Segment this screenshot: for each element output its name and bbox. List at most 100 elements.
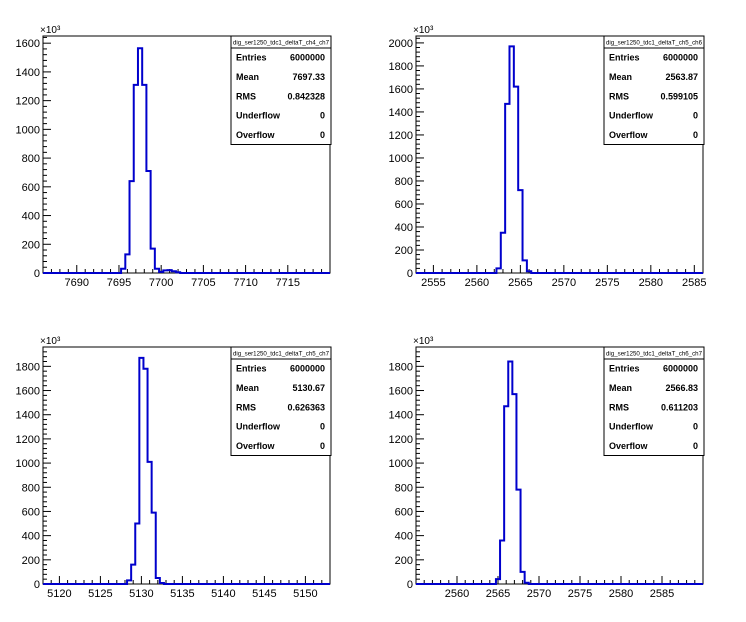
y-multiplier-label: ×10³ — [40, 25, 61, 36]
x-tick-label: 5150 — [293, 588, 317, 600]
stats-box: dig_ser1250_tdc1_deltaT_ch6_ch7 Entries 60… — [603, 346, 705, 456]
x-tick-label: 2560 — [445, 588, 469, 600]
y-tick-label: 1400 — [16, 67, 40, 79]
stats-label: Overflow — [609, 441, 649, 451]
x-axis: 5120 5125 5130 5135 5140 5145 5150 — [42, 576, 331, 600]
y-tick-label: 1400 — [16, 410, 40, 422]
y-tick-label: 0 — [34, 268, 40, 280]
stats-label: Entries — [609, 364, 640, 374]
histogram-series — [416, 360, 703, 585]
y-tick-label: 1000 — [16, 458, 40, 470]
stats-value: 0 — [693, 130, 698, 140]
stats-label: Overflow — [236, 130, 276, 140]
y-tick-label: 200 — [22, 239, 40, 251]
stats-value: 2563.87 — [665, 72, 698, 82]
histogram-outline — [43, 47, 330, 274]
stats-label: RMS — [609, 402, 629, 412]
stats-box-frame — [230, 346, 332, 456]
stats-label: Entries — [609, 53, 640, 63]
x-tick-label: 2580 — [639, 277, 663, 289]
x-tick-label: 5145 — [252, 588, 276, 600]
stats-label: RMS — [609, 91, 629, 101]
x-tick-label: 5125 — [88, 588, 112, 600]
stats-value: 0.599105 — [660, 91, 698, 101]
histogram-title: dig_ser1250_tdc1_deltaT_ch6_ch7 — [606, 352, 703, 358]
stats-label: RMS — [236, 91, 256, 101]
x-tick-label: 7705 — [191, 277, 215, 289]
x-tick-label: 2575 — [595, 277, 619, 289]
y-axis: 0 200 400 600 800 1000 1200 1400 1600 — [16, 36, 51, 280]
y-tick-label: 600 — [395, 199, 413, 211]
stats-label: Underflow — [236, 422, 281, 432]
stats-box: dig_ser1250_tdc1_deltaT_ch5_ch6 Entries 60… — [603, 35, 705, 145]
y-tick-label: 1200 — [389, 434, 413, 446]
y-tick-label: 600 — [395, 506, 413, 518]
x-tick-label: 5130 — [129, 588, 153, 600]
histogram-outline — [43, 356, 330, 585]
y-tick-label: 1200 — [16, 434, 40, 446]
stats-value: 0 — [693, 111, 698, 121]
y-tick-label: 600 — [22, 506, 40, 518]
stats-value: 6000000 — [290, 53, 325, 63]
stats-label: Overflow — [609, 130, 649, 140]
x-tick-label: 2565 — [486, 588, 510, 600]
stats-value: 0 — [320, 422, 325, 432]
stats-label: Underflow — [609, 111, 654, 121]
stats-value: 0.626363 — [287, 402, 325, 412]
y-tick-label: 400 — [395, 531, 413, 543]
y-tick-label: 600 — [22, 182, 40, 194]
y-tick-label: 800 — [395, 176, 413, 188]
y-tick-label: 800 — [22, 153, 40, 165]
x-tick-label: 2570 — [527, 588, 551, 600]
y-tick-label: 1600 — [389, 386, 413, 398]
x-tick-label: 5140 — [211, 588, 235, 600]
stats-value: 0.611203 — [661, 402, 698, 412]
x-tick-label: 2565 — [508, 277, 532, 289]
stats-label: Underflow — [236, 111, 281, 121]
y-multiplier-label: ×10³ — [413, 336, 434, 347]
stats-value: 0 — [320, 441, 325, 451]
y-axis: 0 200 400 600 800 1000 1200 1400 1600 1800 2000 — [389, 37, 424, 280]
stats-label: Entries — [236, 53, 267, 63]
x-tick-label: 5135 — [170, 588, 194, 600]
x-tick-label: 7690 — [65, 277, 89, 289]
y-axis: 0 200 400 600 800 1000 1200 1400 1600 1800 — [16, 346, 51, 591]
y-tick-label: 0 — [34, 579, 40, 591]
x-tick-label: 2570 — [552, 277, 576, 289]
y-tick-label: 2000 — [389, 38, 413, 50]
x-tick-label: 2560 — [465, 277, 489, 289]
stats-box-frame — [603, 35, 705, 145]
x-tick-label: 2555 — [421, 277, 445, 289]
x-axis: 2560 2565 2570 2575 2580 2585 — [415, 576, 704, 600]
stats-value: 0 — [693, 441, 698, 451]
y-tick-label: 1600 — [16, 38, 40, 50]
histogram-series — [416, 45, 703, 274]
histogram-pad-2: 0 200 400 600 800 1000 1200 1400 1600 1800 2000×10… — [389, 25, 707, 289]
y-tick-label: 1800 — [389, 361, 413, 373]
stats-label: Mean — [609, 72, 632, 82]
y-tick-label: 1800 — [389, 61, 413, 73]
x-tick-label: 2585 — [650, 588, 674, 600]
y-multiplier-label: ×10³ — [40, 336, 61, 347]
stats-label: Mean — [609, 383, 632, 393]
x-tick-label: 7715 — [276, 277, 300, 289]
y-tick-label: 1600 — [389, 84, 413, 96]
histogram-title: dig_ser1250_tdc1_deltaT_ch5_ch7 — [233, 352, 330, 358]
histogram-series — [43, 356, 330, 585]
x-tick-label: 5120 — [47, 588, 71, 600]
histogram-pad-3: 0 200 400 600 800 1000 1200 1400 1600 1800 ×10³ 512… — [16, 336, 332, 600]
histogram-outline — [416, 360, 703, 585]
stats-label: Mean — [236, 383, 259, 393]
x-axis: 2555 2560 2565 2570 2575 2580 2585 — [415, 265, 707, 289]
x-tick-label: 2575 — [568, 588, 592, 600]
y-multiplier-label: ×10³ — [413, 25, 434, 36]
y-tick-label: 400 — [22, 531, 40, 543]
histogram-pad-4: 0 200 400 600 800 1000 1200 1400 1600 1800 ×10³ 256… — [389, 336, 705, 600]
stats-value: 2566.83 — [665, 383, 698, 393]
x-tick-label: 7695 — [107, 277, 131, 289]
stats-box-frame — [603, 346, 705, 456]
y-tick-label: 0 — [407, 579, 413, 591]
stats-label: Underflow — [609, 422, 654, 432]
y-tick-label: 1600 — [16, 386, 40, 398]
